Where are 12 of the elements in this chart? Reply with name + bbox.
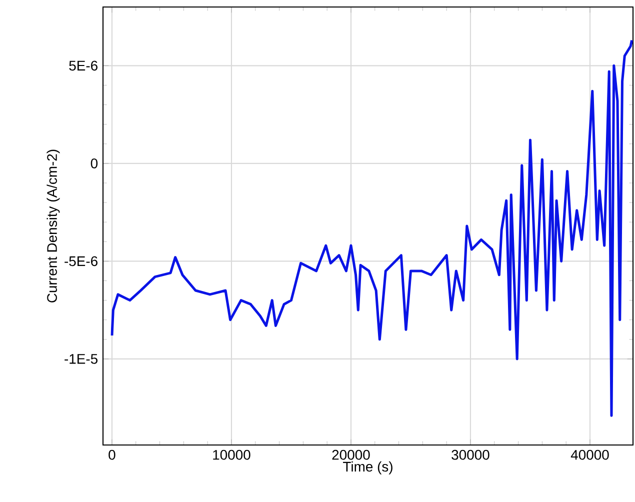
- x-tick-label: 30000: [452, 450, 490, 460]
- x-tick-label: 0: [108, 450, 116, 460]
- y-tick-label: 0: [90, 158, 98, 168]
- y-tick-label: 5E-6: [69, 60, 98, 71]
- x-tick-label: 40000: [570, 450, 609, 460]
- y-tick-label: -5E-6: [64, 256, 98, 266]
- x-tick-label: 20000: [332, 450, 370, 460]
- x-axis-title: Time (s): [343, 461, 392, 474]
- line-series: [110, 38, 634, 417]
- x-tick-label: 10000: [213, 450, 250, 460]
- y-tick-label: -1E-5: [64, 354, 98, 364]
- y-axis-title: Current Density (A/cm-2): [46, 150, 60, 302]
